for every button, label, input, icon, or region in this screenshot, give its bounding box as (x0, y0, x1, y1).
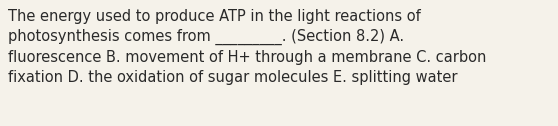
Text: The energy used to produce ATP in the light reactions of
photosynthesis comes fr: The energy used to produce ATP in the li… (8, 9, 487, 85)
